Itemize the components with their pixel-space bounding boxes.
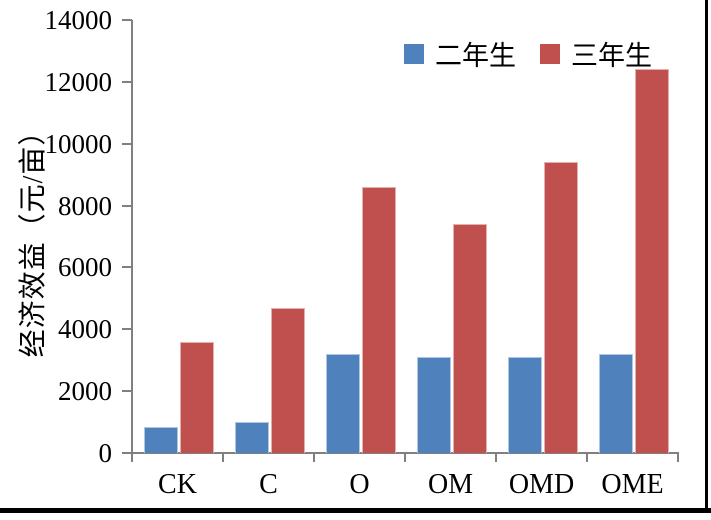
y-tick-label: 14000: [44, 5, 113, 35]
x-tick-mark: [404, 453, 406, 462]
bar-三年生-O: [362, 187, 396, 453]
x-category-label: CK: [158, 469, 197, 500]
x-tick-mark: [677, 453, 679, 462]
x-category-label: OMD: [508, 469, 575, 500]
document-right-rule: [705, 0, 708, 513]
legend-label: 二年生: [435, 41, 516, 71]
y-tick-mark: [122, 204, 132, 207]
x-tick-mark: [131, 453, 133, 462]
bar-二年生-O: [326, 354, 360, 453]
x-category-label: C: [259, 469, 278, 500]
bar-二年生-C: [235, 422, 269, 453]
x-category-label: OM: [427, 469, 474, 500]
legend: 二年生 三年生: [404, 34, 652, 73]
bar-二年生-OMD: [508, 357, 542, 453]
y-tick-mark: [122, 19, 132, 21]
x-tick-mark: [586, 453, 588, 462]
y-tick-mark: [122, 80, 132, 83]
y-tick-label: 10000: [44, 128, 113, 159]
x-category-label: O: [349, 469, 370, 500]
bar-三年生-CK: [180, 341, 214, 453]
y-tick-label: 4000: [58, 314, 112, 345]
y-tick-label: 8000: [58, 190, 112, 221]
legend-item-三年生: 三年生: [540, 34, 652, 73]
bar-三年生-OM: [453, 224, 487, 453]
bar-二年生-OME: [599, 354, 633, 453]
y-tick-mark: [122, 266, 132, 269]
legend-swatch-icon: [404, 43, 424, 64]
bar-三年生-OME: [635, 69, 669, 453]
y-tick-label: 6000: [58, 252, 112, 283]
document-bottom-rule: [0, 508, 711, 513]
x-tick-mark: [313, 453, 315, 462]
x-tick-mark: [495, 453, 497, 462]
x-tick-mark: [222, 453, 224, 462]
legend-item-二年生: 二年生: [404, 34, 516, 73]
y-tick-mark: [122, 142, 132, 145]
y-tick-mark: [122, 328, 132, 331]
legend-label: 三年生: [571, 41, 652, 71]
legend-swatch-icon: [540, 43, 560, 64]
y-tick-mark: [122, 452, 132, 454]
y-axis-line: [131, 20, 133, 454]
y-tick-label: 12000: [44, 66, 113, 97]
y-tick-mark: [122, 390, 132, 393]
bar-三年生-OMD: [544, 162, 578, 453]
bar-二年生-OM: [417, 357, 451, 453]
bar-二年生-CK: [144, 426, 178, 453]
y-tick-label: 2000: [58, 376, 112, 407]
x-category-label: OME: [601, 469, 664, 500]
bar-三年生-C: [271, 307, 305, 453]
y-tick-label: 0: [98, 438, 113, 468]
